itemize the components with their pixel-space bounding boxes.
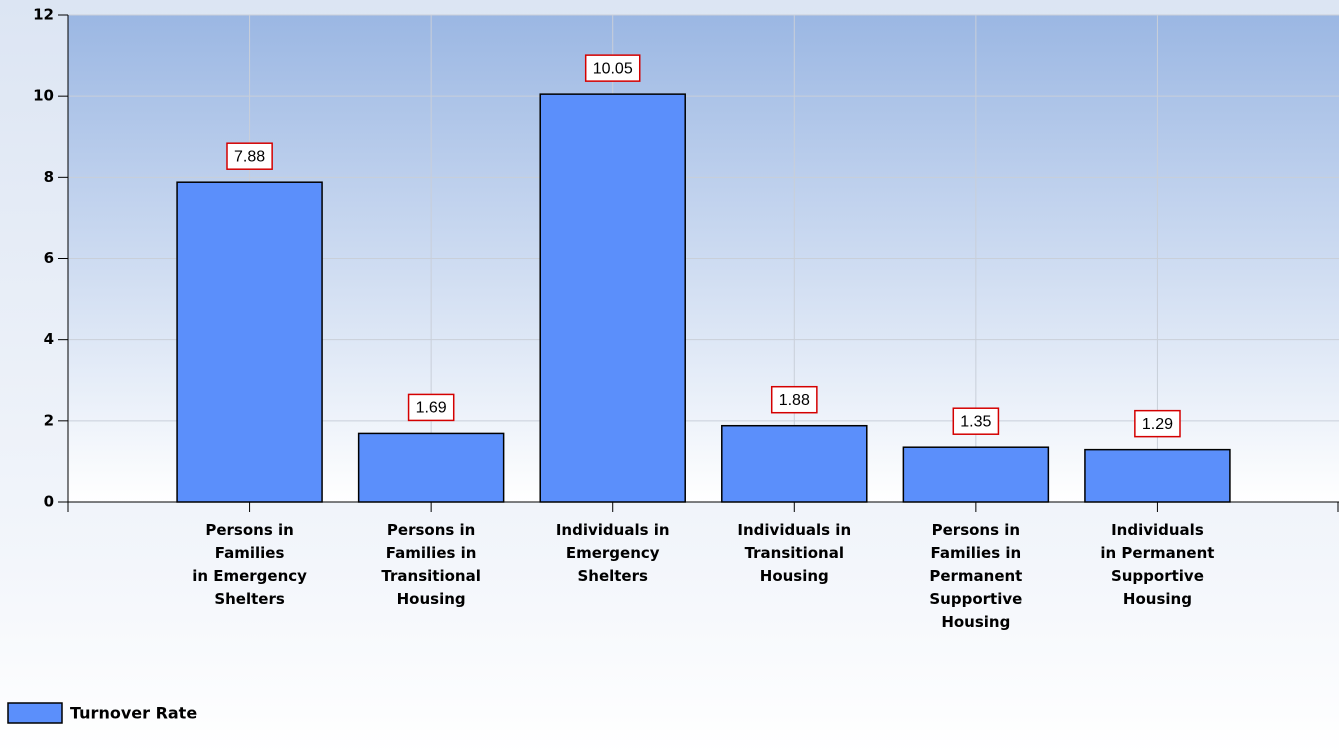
y-tick-label: 2 <box>44 411 54 429</box>
legend-swatch <box>7 702 63 724</box>
y-tick-label: 4 <box>44 330 54 348</box>
bar <box>721 424 868 503</box>
x-tick-label: Individuals in Transitional Housing <box>737 521 851 585</box>
y-tick-label: 8 <box>44 168 54 186</box>
data-label: 1.88 <box>779 392 810 409</box>
data-label: 1.35 <box>960 413 991 430</box>
data-label: 1.29 <box>1142 416 1173 433</box>
data-label: 1.69 <box>416 400 447 417</box>
bar <box>357 432 505 503</box>
data-label-box <box>226 142 273 170</box>
y-tick-label: 10 <box>33 87 54 105</box>
y-tick-label: 12 <box>33 6 54 24</box>
x-tick-label: Persons in Families in Emergency Shelters <box>192 521 307 608</box>
data-label-box <box>407 393 455 422</box>
bar <box>902 446 1050 503</box>
data-label-box <box>952 407 1000 435</box>
x-tick-label: Persons in Families in Permanent Supportive… <box>929 521 1022 631</box>
legend-label: Turnover Rate <box>70 704 197 723</box>
x-tick-label: Persons in Families in Transitional Housing <box>381 521 480 608</box>
data-label-box <box>1134 409 1181 438</box>
x-tick-label: Individuals in Permanent Supportive Housing <box>1100 521 1214 608</box>
data-label: 10.05 <box>593 60 633 77</box>
bar <box>1084 448 1231 503</box>
data-label: 7.88 <box>234 148 265 165</box>
y-tick-label: 6 <box>44 249 54 267</box>
bar <box>176 181 323 503</box>
x-tick-label: Individuals in Emergency Shelters <box>556 521 670 585</box>
bar <box>539 93 686 503</box>
y-tick-label: 0 <box>44 493 54 511</box>
data-label-box <box>770 385 818 414</box>
data-label-box <box>584 54 641 82</box>
